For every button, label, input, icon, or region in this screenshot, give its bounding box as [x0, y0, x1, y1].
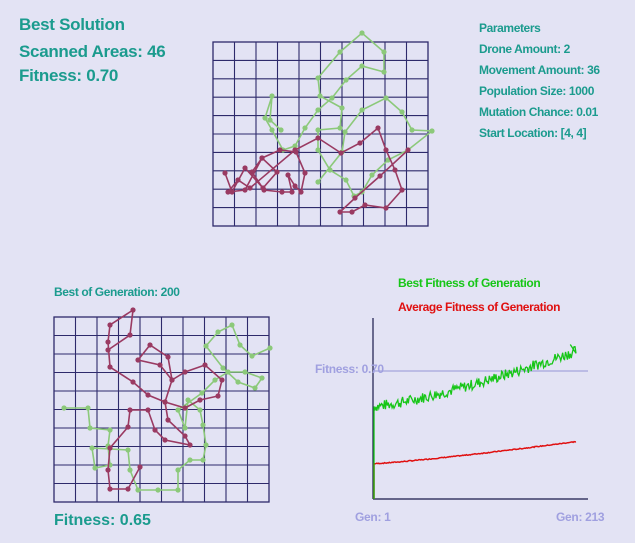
param-mutation-chance: Mutation Chance: 0.01: [479, 105, 598, 119]
legend-average-fitness: Average Fitness of Generation: [398, 300, 561, 314]
legend-best-fitness: Best Fitness of Generation: [398, 276, 541, 290]
param-drone-amount: Drone Amount: 2: [479, 42, 570, 56]
param-start-location: Start Location: [4, 4]: [479, 126, 587, 140]
series-best-fitness: [373, 344, 577, 499]
fitness-reference-label: Fitness: 0.70: [315, 362, 384, 376]
best-solution-title: Best Solution: [19, 15, 125, 34]
x-end-label: Gen: 213: [556, 510, 605, 524]
parameters-panel: Parameters Drone Amount: 2 Movement Amou…: [479, 18, 600, 144]
generation-paths: [61, 307, 273, 493]
generation-fitness-label: Fitness: 0.65: [54, 512, 151, 529]
param-population-size: Population Size: 1000: [479, 84, 594, 98]
parameters-heading: Parameters: [479, 21, 541, 35]
best-solution-paths: [222, 30, 435, 215]
param-movement-amount: Movement Amount: 36: [479, 63, 600, 77]
scanned-areas-label: Scanned Areas: 46: [19, 42, 166, 61]
best-of-generation-label: Best of Generation: 200: [54, 285, 180, 299]
best-fitness-label: Fitness: 0.70: [19, 66, 119, 85]
series-average-fitness: [373, 440, 577, 499]
x-start-label: Gen: 1: [355, 510, 391, 524]
